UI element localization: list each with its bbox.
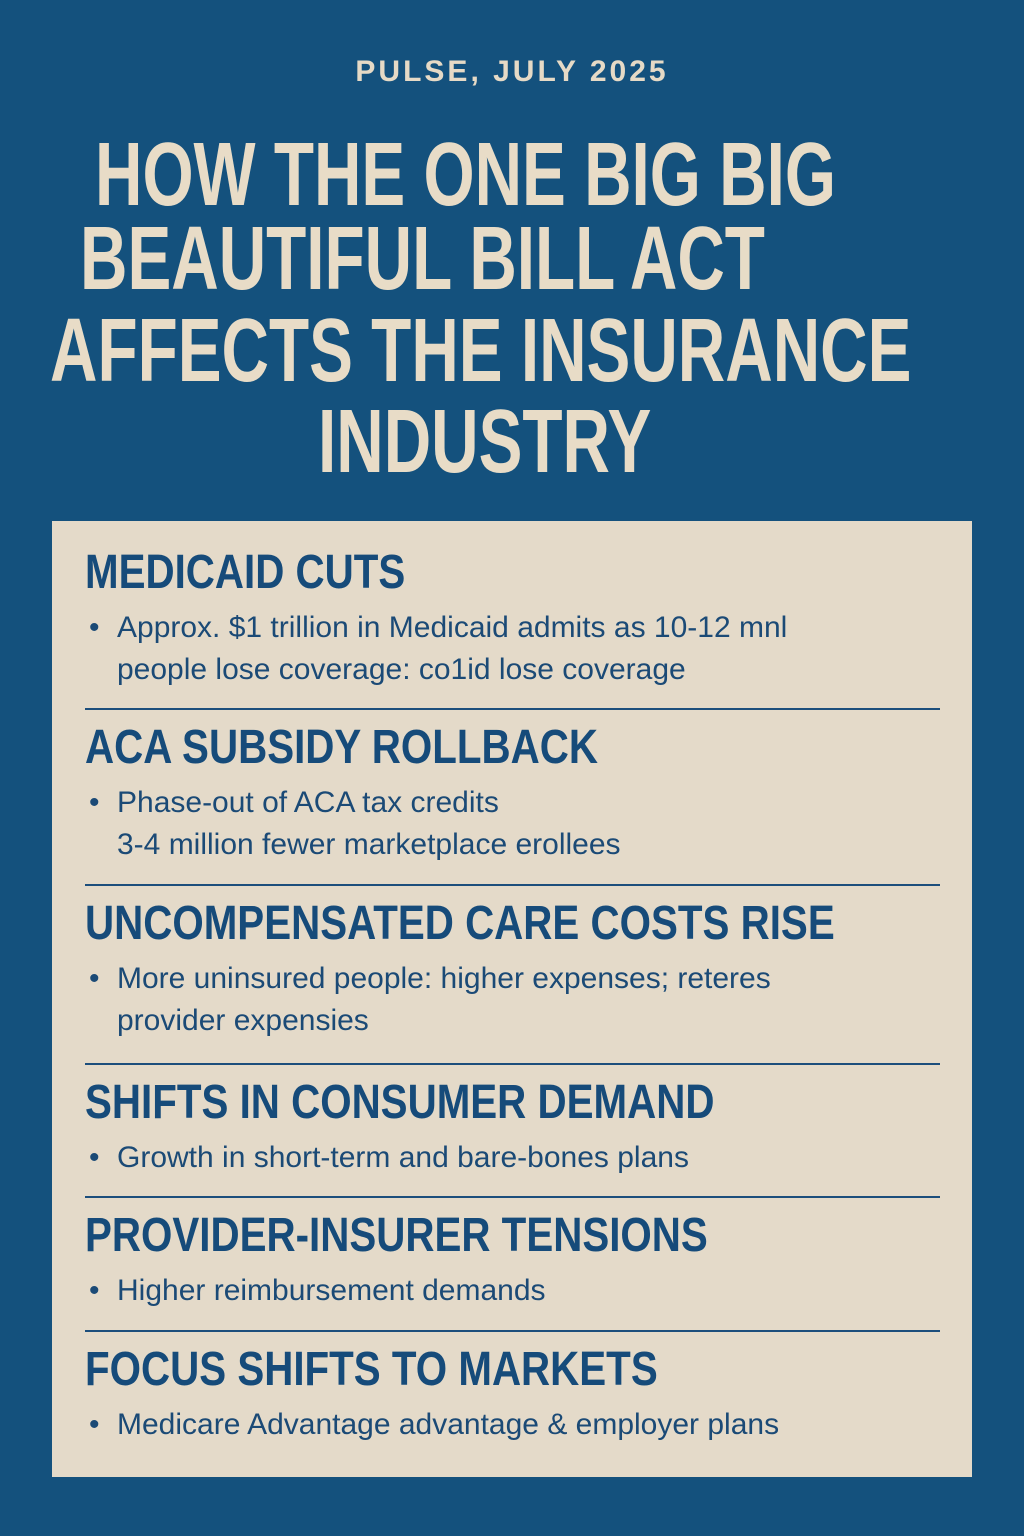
title-line: INDUSTRY (318, 392, 652, 492)
bullet-text: Medicare Advantage advantage & employer … (117, 1408, 780, 1441)
divider (85, 1330, 940, 1332)
bullet-text: 3-4 million fewer marketplace erollees (117, 828, 621, 861)
bullet-item: • Medicare Advantage advantage & employer… (85, 1404, 940, 1446)
bullet-icon: • (89, 1274, 100, 1307)
bullet-text: More uninsured people: higher expenses; … (117, 962, 771, 995)
title-line: AFFECTS THE INSURANCE (50, 301, 912, 401)
bullet-item: • Phase-out of ACA tax credits 3-4 millio… (85, 782, 940, 866)
bullet-text: people lose coverage: co1id lose coverag… (117, 653, 686, 686)
section-heading: FOCUS SHIFTS TO MARKETS (85, 1343, 658, 1396)
section-aca-subsidy-rollback: ACA SUBSIDY ROLLBACK • Phase-out of ACA t… (85, 710, 940, 886)
bullet-item: • Growth in short-term and bare-bones pla… (85, 1137, 940, 1179)
bullet-icon: • (89, 1141, 100, 1174)
bullet-text: Approx. $1 trillion in Medicaid admits a… (117, 611, 788, 644)
divider (85, 884, 940, 886)
bullet-text: provider expensies (117, 1004, 369, 1037)
bullet-icon: • (89, 1408, 100, 1441)
bullet-item: • Approx. $1 trillion in Medicaid admits … (85, 607, 940, 691)
content-card: MEDICAID CUTS • Approx. $1 trillion in Me… (52, 521, 972, 1477)
bullet-text: Growth in short-term and bare-bones plan… (117, 1141, 689, 1174)
bullet-icon: • (89, 611, 100, 644)
section-heading: MEDICAID CUTS (85, 546, 406, 599)
section-heading: UNCOMPENSATED CARE COSTS RISE (85, 897, 835, 950)
section-consumer-demand: SHIFTS IN CONSUMER DEMAND • Growth in sho… (85, 1065, 940, 1198)
title-line: HOW THE ONE BIG BIG (95, 125, 836, 225)
bullet-text: Phase-out of ACA tax credits (117, 786, 499, 819)
section-heading: ACA SUBSIDY ROLLBACK (85, 721, 598, 774)
divider (85, 708, 940, 710)
section-heading: PROVIDER-INSURER TENSIONS (85, 1209, 708, 1262)
section-medicaid-cuts: MEDICAID CUTS • Approx. $1 trillion in Me… (85, 535, 940, 710)
section-heading: SHIFTS IN CONSUMER DEMAND (85, 1076, 715, 1129)
section-provider-insurer: PROVIDER-INSURER TENSIONS • Higher reimbu… (85, 1198, 940, 1332)
section-focus-markets: FOCUS SHIFTS TO MARKETS • Medicare Advant… (85, 1332, 940, 1477)
divider (85, 1063, 940, 1065)
bullet-item: • More uninsured people: higher expenses;… (85, 958, 940, 1042)
bullet-icon: • (89, 786, 100, 819)
bullet-text: Higher reimbursement demands (117, 1274, 546, 1307)
section-uncompensated-care: UNCOMPENSATED CARE COSTS RISE • More unin… (85, 886, 940, 1065)
bullet-item: • Higher reimbursement demands (85, 1270, 940, 1312)
kicker: PULSE, JULY 2025 (355, 55, 669, 88)
title-line: BEAUTIFUL BILL ACT (80, 209, 765, 309)
bullet-icon: • (89, 962, 100, 995)
divider (85, 1196, 940, 1198)
